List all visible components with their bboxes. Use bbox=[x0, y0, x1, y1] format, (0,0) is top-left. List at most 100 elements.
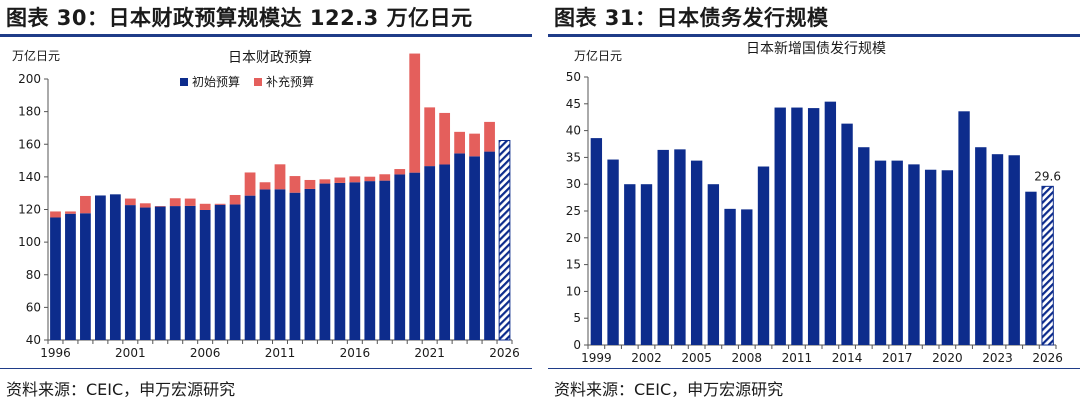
y-tick-label: 30 bbox=[566, 177, 581, 191]
bar-primary-2026 bbox=[498, 139, 511, 341]
x-tick-label: 2008 bbox=[732, 351, 763, 365]
bar-primary-2014 bbox=[841, 123, 853, 345]
bar-primary-2006 bbox=[707, 184, 720, 345]
bar-secondary-2013 bbox=[304, 179, 316, 189]
y-tick-label: 160 bbox=[18, 137, 41, 151]
x-tick-label: 2006 bbox=[190, 346, 221, 360]
bar-primary-2002 bbox=[139, 207, 151, 340]
bar-secondary-2020 bbox=[409, 53, 421, 173]
bar-secondary-2017 bbox=[364, 176, 376, 182]
bar-primary-2015 bbox=[334, 182, 346, 340]
bar-secondary-1998 bbox=[80, 195, 91, 214]
bar-primary-1999 bbox=[94, 195, 106, 340]
title-rule bbox=[0, 34, 532, 37]
x-tick-label: 2005 bbox=[681, 351, 712, 365]
title-rule bbox=[548, 34, 1080, 37]
y-tick-label: 35 bbox=[566, 150, 581, 164]
source-note: 资料来源：CEIC，申万宏源研究 bbox=[554, 380, 784, 399]
bar-secondary-1996 bbox=[50, 211, 61, 218]
bar-primary-2004 bbox=[169, 206, 181, 340]
chart-title: 日本财政预算 bbox=[228, 50, 312, 66]
bar-secondary-2008 bbox=[229, 194, 241, 205]
bar-secondary-2016 bbox=[349, 176, 361, 183]
bar-primary-2020 bbox=[941, 170, 954, 345]
bar-primary-2005 bbox=[184, 205, 196, 340]
y-tick-label: 20 bbox=[566, 231, 581, 245]
bar-primary-2012 bbox=[289, 192, 301, 340]
bar-primary-2019 bbox=[924, 169, 937, 345]
bar-primary-2024 bbox=[469, 156, 480, 340]
bar-primary-2023 bbox=[454, 153, 466, 340]
bar-primary-2001 bbox=[624, 184, 636, 345]
bar-primary-2017 bbox=[364, 181, 376, 340]
bar-secondary-1997 bbox=[65, 211, 76, 214]
figure-panel-left: 图表 30：日本财政预算规模达 122.3 万亿日元 万亿日元 日本财政预算 初始预… bbox=[0, 0, 532, 404]
bar-primary-2003 bbox=[657, 149, 669, 345]
bar-primary-2025 bbox=[1025, 191, 1037, 345]
legend-label: 补充预算 bbox=[266, 74, 314, 89]
bar-secondary-2025 bbox=[484, 121, 495, 152]
bar-secondary-2022 bbox=[439, 112, 451, 165]
bar-primary-2018 bbox=[908, 164, 920, 345]
bar-secondary-2010 bbox=[259, 182, 271, 190]
x-tick-label: 2023 bbox=[982, 351, 1013, 365]
bar-secondary-2002 bbox=[139, 203, 151, 208]
bar-primary-2008 bbox=[741, 209, 753, 345]
x-tick-label: 2002 bbox=[631, 351, 662, 365]
bar-primary-2007 bbox=[214, 204, 226, 340]
bar-primary-2016 bbox=[349, 182, 361, 340]
bar-primary-2006 bbox=[199, 209, 211, 340]
bar-primary-2024 bbox=[1008, 155, 1020, 345]
bar-primary-1997 bbox=[65, 213, 76, 340]
y-axis-unit: 万亿日元 bbox=[12, 48, 60, 63]
bar-secondary-2012 bbox=[289, 176, 301, 193]
bar-primary-2009 bbox=[757, 166, 770, 345]
x-tick-label: 2011 bbox=[265, 346, 296, 360]
y-tick-label: 50 bbox=[566, 70, 581, 84]
bar-primary-2021 bbox=[424, 166, 436, 340]
source-note: 资料来源：CEIC，申万宏源研究 bbox=[6, 380, 236, 399]
bar-primary-2012 bbox=[807, 108, 820, 345]
bar-primary-2017 bbox=[891, 160, 903, 345]
y-tick-label: 25 bbox=[566, 204, 581, 218]
bar-primary-2021 bbox=[958, 111, 970, 345]
bar-secondary-2023 bbox=[454, 131, 466, 154]
y-axis-unit: 万亿日元 bbox=[574, 48, 622, 63]
x-tick-label: 2017 bbox=[882, 351, 913, 365]
y-tick-label: 0 bbox=[573, 338, 581, 352]
bar-secondary-2009 bbox=[244, 172, 256, 196]
bar-secondary-2024 bbox=[469, 133, 480, 157]
bar-secondary-2011 bbox=[274, 164, 286, 190]
bar-primary-2020 bbox=[409, 172, 421, 340]
bar-primary-2008 bbox=[229, 204, 241, 340]
bar-primary-1998 bbox=[80, 213, 91, 340]
bar-primary-2001 bbox=[124, 205, 136, 340]
bar-primary-2018 bbox=[379, 180, 391, 340]
bar-primary-2023 bbox=[991, 154, 1004, 345]
bar-primary-2015 bbox=[858, 147, 870, 345]
bar-primary-1996 bbox=[50, 217, 61, 340]
y-tick-label: 40 bbox=[566, 124, 581, 138]
y-tick-label: 15 bbox=[566, 258, 581, 272]
bar-primary-2026 bbox=[1041, 185, 1054, 346]
figure-panel-right: 图表 31：日本债务发行规模 万亿日元 日本新增国债发行规模 0 5 10 15 20 25 3… bbox=[548, 0, 1080, 404]
bar-primary-2016 bbox=[874, 160, 887, 345]
bar-primary-2025 bbox=[484, 151, 495, 340]
y-tick-label: 45 bbox=[566, 97, 581, 111]
bar-primary-2005 bbox=[690, 160, 703, 345]
x-tick-label: 2014 bbox=[832, 351, 863, 365]
y-tick-label: 5 bbox=[573, 311, 581, 325]
bar-primary-2002 bbox=[640, 184, 653, 345]
bar-secondary-2018 bbox=[379, 174, 391, 181]
x-tick-label: 1996 bbox=[40, 346, 71, 360]
bar-secondary-2015 bbox=[334, 177, 346, 183]
bar-primary-2000 bbox=[109, 194, 121, 340]
y-tick-label: 200 bbox=[18, 72, 41, 86]
bottom-rule bbox=[548, 368, 1080, 369]
y-tick-label: 100 bbox=[18, 235, 41, 249]
bar-primary-2013 bbox=[824, 101, 837, 345]
x-tick-label: 2011 bbox=[782, 351, 813, 365]
figure-title: 图表 31：日本债务发行规模 bbox=[554, 6, 829, 30]
bar-secondary-2014 bbox=[319, 179, 331, 184]
